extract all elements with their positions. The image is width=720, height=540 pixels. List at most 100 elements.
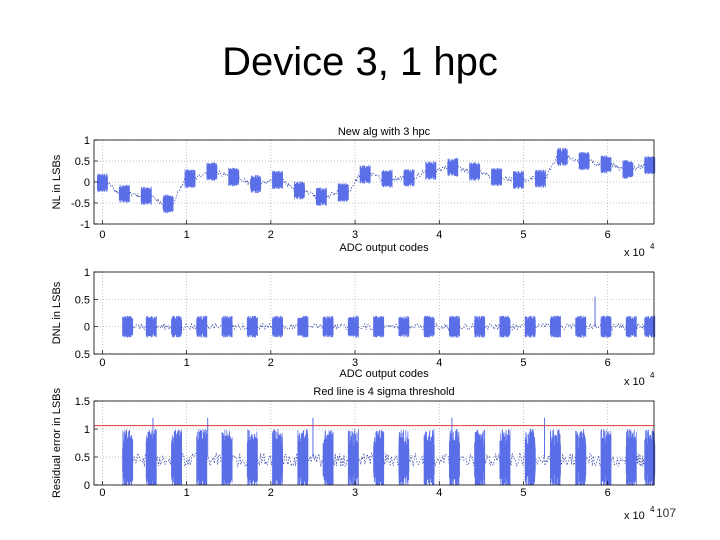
y-tick-label: 1.5 [75, 396, 90, 408]
signal-connector [107, 181, 120, 196]
signal-connector [369, 172, 383, 182]
signal-burst [491, 167, 514, 186]
signal-connector [132, 322, 147, 331]
signal-burst-path [600, 429, 612, 485]
signal-burst-path [491, 167, 502, 186]
x-tick-label: 4 [436, 357, 442, 369]
plot-frame [93, 400, 655, 486]
x-tick-label: 5 [520, 487, 526, 499]
x-tick-label: 3 [352, 229, 358, 241]
signal-burst-path [359, 165, 371, 184]
x-exponent-value: 4 [650, 242, 655, 251]
signal-burst-path [513, 170, 524, 189]
signal-burst [534, 154, 558, 188]
y-tick-label: 0.5 [75, 349, 90, 361]
signal-burst [297, 315, 324, 338]
signal-burst-path [246, 429, 258, 485]
signal-connector [509, 451, 526, 467]
x-tick-label: 1 [184, 487, 190, 499]
signal-burst [373, 429, 400, 485]
signal-burst [449, 315, 475, 338]
signal-burst-path [474, 315, 486, 338]
signal-connector [408, 453, 425, 467]
signal-burst [206, 162, 229, 181]
x-tick-label: 2 [268, 357, 274, 369]
signal-connector [347, 173, 361, 193]
signal-burst [322, 430, 349, 485]
signal-burst-path [524, 429, 536, 485]
signal-burst [140, 186, 164, 207]
signal-burst-path [578, 151, 590, 171]
signal-burst [322, 316, 349, 338]
signal-burst [398, 430, 425, 485]
signal-burst [246, 429, 273, 485]
x-tick-label: 0 [99, 229, 105, 241]
signal-connector [457, 166, 470, 174]
signal-burst-path [373, 429, 385, 485]
signal-burst-path [449, 315, 460, 338]
signal-burst-path [499, 315, 511, 338]
signal-connector [231, 323, 248, 331]
signal-burst-path [347, 315, 359, 338]
signal-burst-path [272, 170, 283, 189]
signal-burst [474, 429, 501, 485]
y-tick-label: 1 [84, 135, 90, 147]
signal-connector [307, 452, 324, 467]
signal-burst [228, 167, 251, 187]
signal-burst [469, 162, 492, 181]
signal-burst [625, 429, 646, 485]
signal-connector [181, 322, 198, 331]
x-tick-label: 1 [184, 357, 190, 369]
signal-burst [644, 315, 656, 338]
y-tick-label: 0.5 [75, 156, 90, 168]
y-tick-label: -0.5 [71, 198, 90, 210]
signal-burst-path [398, 316, 410, 338]
signal-burst [315, 187, 339, 206]
signal-burst [600, 315, 627, 338]
signal-burst [474, 315, 501, 338]
signal-burst-path [122, 315, 134, 338]
signal-burst [347, 429, 374, 485]
signal-burst-path [644, 156, 656, 175]
signal-connector [509, 323, 526, 331]
signal-connector [132, 452, 147, 467]
signal-burst-path [447, 158, 459, 177]
signal-connector [635, 453, 646, 468]
signal-burst-path [534, 169, 546, 188]
signal-burst [171, 315, 198, 338]
y-axis-label: NL in LSBs [51, 154, 63, 209]
signal-burst-path [322, 316, 334, 338]
x-tick-label: 1 [184, 229, 190, 241]
signal-burst-path [423, 315, 435, 338]
slide-title: Device 3, 1 hpc [222, 40, 498, 84]
signal-burst-path [600, 315, 612, 338]
signal-burst [622, 160, 646, 179]
x-tick-label: 5 [520, 357, 526, 369]
x-exponent-label: x 10 [624, 247, 645, 259]
signal-connector [383, 323, 400, 330]
signal-connector [260, 178, 273, 185]
y-tick-label: 0 [84, 322, 90, 334]
signal-burst [575, 315, 602, 338]
signal-burst-path [625, 429, 637, 485]
x-tick-label: 3 [352, 357, 358, 369]
signal-burst-path [347, 429, 359, 485]
signal-connector [523, 175, 536, 183]
signal-burst [556, 147, 580, 166]
x-tick-label: 6 [605, 357, 611, 369]
signal-burst-path [221, 315, 233, 338]
signal-connector [585, 322, 602, 330]
signal-burst [625, 315, 646, 338]
signal-burst-path [499, 429, 511, 485]
signal-connector [358, 322, 374, 331]
signal-burst [550, 315, 576, 338]
signal-burst-path [556, 147, 568, 166]
y-tick-label: -1 [80, 219, 90, 231]
signal-connector [632, 163, 646, 171]
signal-burst-path [373, 315, 385, 338]
signal-connector [282, 178, 295, 193]
signal-burst-path [162, 194, 174, 213]
signal-burst [171, 429, 197, 485]
signal-burst [184, 169, 208, 188]
signal-burst-path [403, 169, 415, 187]
